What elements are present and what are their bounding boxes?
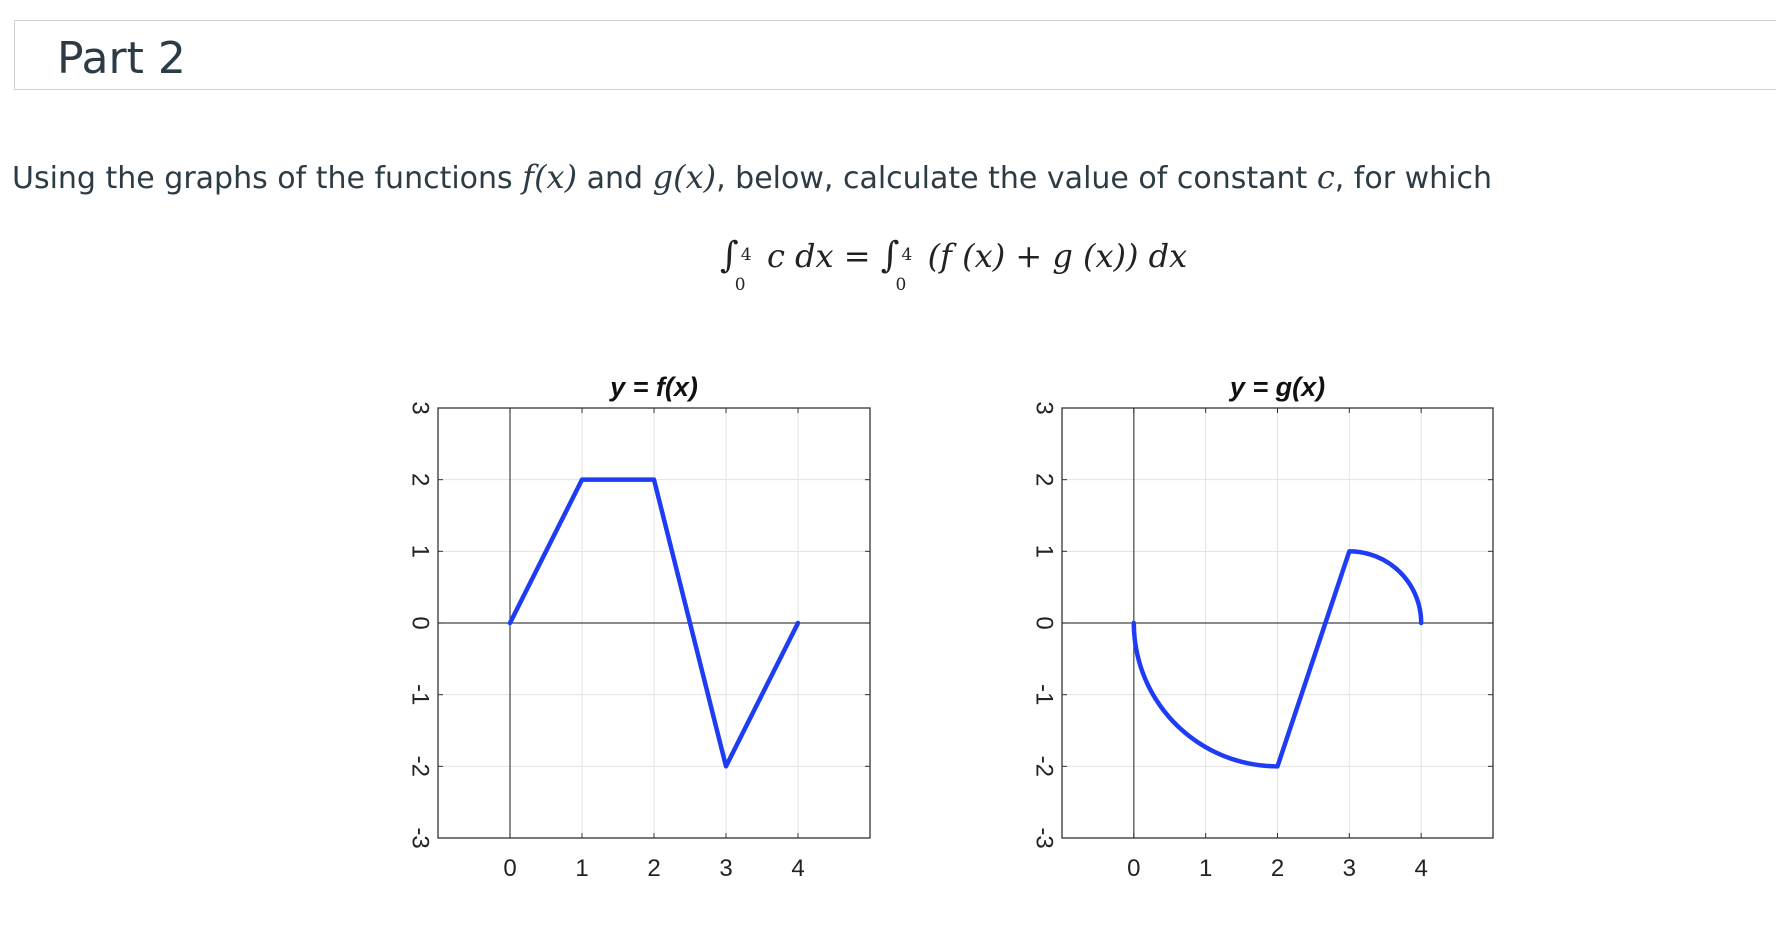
- chart2-y-tick-label: 1: [1031, 545, 1058, 558]
- rhs-integral-sign: ∫: [880, 235, 900, 276]
- chart1-y-tick-label: -1: [407, 684, 434, 705]
- chart1-y-tick-label: 3: [407, 401, 434, 414]
- g-symbol: g(x): [652, 158, 717, 196]
- chart2-y-tick-label: -1: [1031, 684, 1058, 705]
- question-middle: , below, calculate the value of constant: [716, 161, 1317, 196]
- chart2-y-tick-label: -2: [1031, 756, 1058, 777]
- chart1-y-tick-label: 2: [407, 473, 434, 486]
- equals-sign: =: [833, 237, 881, 275]
- c-symbol: c: [1316, 158, 1335, 196]
- integral-equation: ∫ 4 0 c dx = ∫ 4 0 (f (x) + g (x)) dx: [720, 235, 1188, 295]
- part-title: Part 2: [57, 33, 186, 84]
- chart1-x-tick-label: 1: [575, 855, 588, 882]
- chart1-y-tick-label: 1: [407, 545, 434, 558]
- chart1-x-tick-label: 2: [647, 855, 660, 882]
- chart1-title: y = f(x): [608, 372, 698, 402]
- f-symbol: f(x): [522, 158, 578, 196]
- lhs-integral-sign: ∫: [720, 235, 739, 276]
- chart1-x-tick-label: 4: [791, 855, 804, 882]
- chart2-y-tick-label: 3: [1031, 401, 1058, 414]
- chart2-x-tick-label: 0: [1127, 855, 1140, 882]
- chart2-x-tick-label: 1: [1199, 855, 1212, 882]
- question-end: , for which: [1334, 161, 1492, 196]
- lhs-integrand: c dx: [766, 237, 834, 275]
- rhs-upper-limit: 4: [901, 245, 913, 265]
- chart1-y-tick-label: -2: [407, 756, 434, 777]
- chart2-x-tick-label: 3: [1343, 855, 1356, 882]
- chart2-y-tick-label: -3: [1031, 827, 1058, 848]
- question-and: and: [577, 161, 653, 196]
- chart2-x-tick-label: 2: [1271, 855, 1284, 882]
- rhs-lower-limit: 0: [895, 275, 907, 295]
- question-intro: Using the graphs of the functions: [12, 161, 523, 196]
- lhs-upper-limit: 4: [740, 245, 752, 265]
- chart2-x-tick-label: 4: [1414, 855, 1427, 882]
- lhs-lower-limit: 0: [734, 275, 746, 295]
- question-text: Using the graphs of the functions f(x) a…: [12, 158, 1492, 196]
- chart2-title: y = g(x): [1228, 372, 1325, 402]
- chart2-series-line: [1131, 549, 1424, 769]
- chart2-y-tick-label: 0: [1031, 616, 1058, 629]
- rhs-integrand: (f (x) + g (x)) dx: [927, 237, 1188, 275]
- chart2-y-tick-label: 2: [1031, 473, 1058, 486]
- part-header: Part 2: [14, 20, 1776, 90]
- chart1-x-tick-label: 0: [503, 855, 516, 882]
- chart1-y-tick-label: -3: [407, 827, 434, 848]
- chart1-series-line: [507, 477, 801, 769]
- chart1-y-tick-label: 0: [407, 616, 434, 629]
- chart1-x-tick-label: 3: [719, 855, 732, 882]
